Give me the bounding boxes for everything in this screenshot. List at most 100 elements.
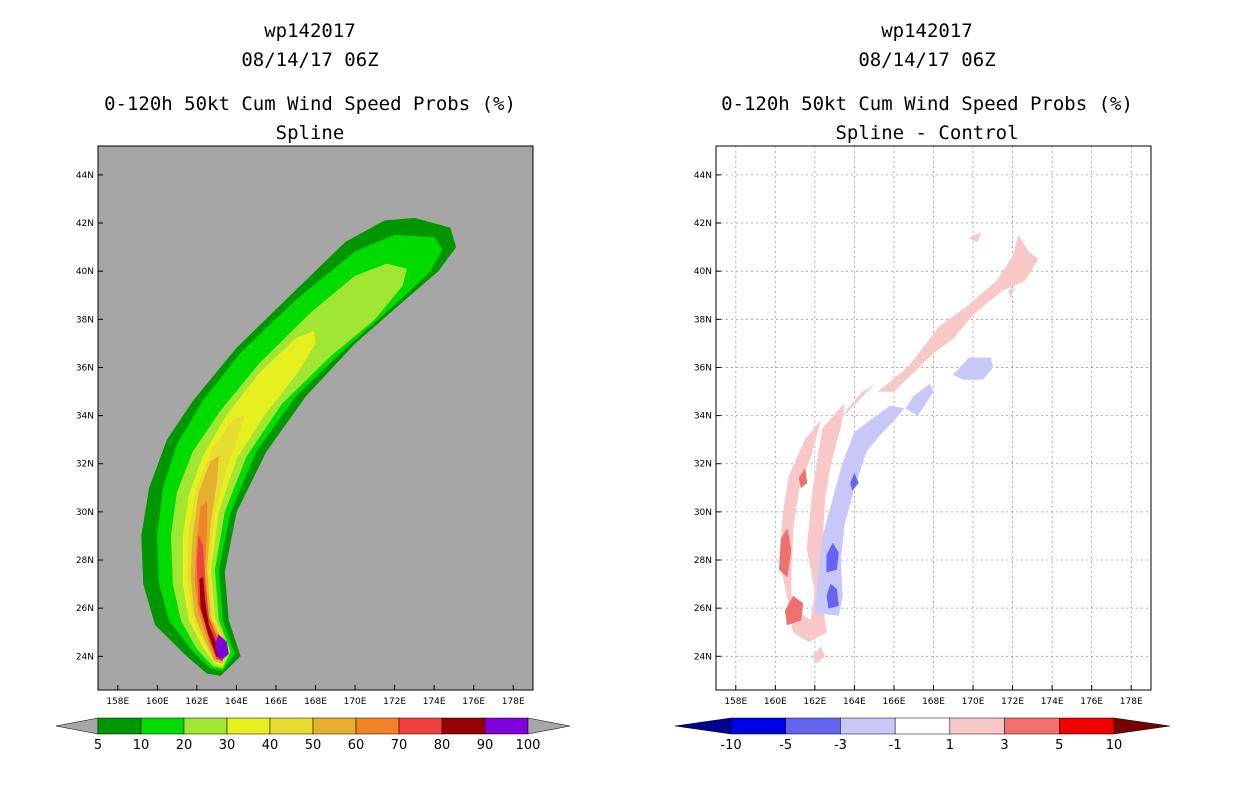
y-tick-label: 26N bbox=[694, 604, 712, 614]
x-tick-label: 176E bbox=[1080, 697, 1103, 707]
left-title-storm-id: wp142017 bbox=[264, 20, 356, 42]
colorbar-label: 20 bbox=[176, 738, 193, 753]
y-tick-label: 24N bbox=[76, 652, 94, 662]
colorbar-swatch bbox=[894, 717, 951, 735]
colorbar-label: 90 bbox=[477, 738, 494, 753]
colorbar-label: 5 bbox=[94, 738, 102, 753]
right-axis-ticks: 158E 160E 162E 164E 166E 168E 170E 172E 174E 176E… bbox=[694, 171, 1143, 707]
y-tick-label: 24N bbox=[694, 652, 712, 662]
colorbar-swatch bbox=[269, 717, 314, 735]
left-title-product: 0-120h 50kt Cum Wind Speed Probs (%) bbox=[104, 93, 516, 115]
colorbar-label: 10 bbox=[1106, 738, 1123, 753]
right-contours bbox=[779, 232, 1039, 664]
colorbar-swatch bbox=[183, 717, 228, 735]
colorbar-label: 40 bbox=[262, 738, 279, 753]
left-title-method: Spline bbox=[276, 122, 345, 144]
x-tick-label: 172E bbox=[383, 697, 406, 707]
x-tick-label: 174E bbox=[1041, 697, 1064, 707]
y-tick-label: 44N bbox=[76, 171, 94, 181]
colorbar-swatch bbox=[441, 717, 486, 735]
colorbar-swatch bbox=[226, 717, 271, 735]
contour-level-1-to-3 bbox=[834, 384, 875, 426]
right-title-storm-id: wp142017 bbox=[881, 20, 973, 42]
contour-level-70 bbox=[196, 535, 223, 662]
y-tick-label: 34N bbox=[694, 412, 712, 422]
x-tick-label: 164E bbox=[843, 697, 866, 707]
y-tick-label: 28N bbox=[694, 556, 712, 566]
x-tick-label: 170E bbox=[962, 697, 985, 707]
y-tick-label: 38N bbox=[76, 315, 94, 325]
colorbar-label: 60 bbox=[348, 738, 365, 753]
colorbar-swatch bbox=[398, 717, 443, 735]
contour-level-1-to-3 bbox=[779, 403, 845, 643]
colorbar-label: 10 bbox=[133, 738, 150, 753]
y-tick-label: 44N bbox=[694, 171, 712, 181]
left-colorbar: 5 10 20 30 40 50 60 70 80 90 100 bbox=[55, 717, 571, 753]
left-contours bbox=[141, 217, 457, 676]
colorbar-swatch bbox=[355, 717, 400, 735]
y-tick-label: 32N bbox=[694, 460, 712, 470]
y-tick-label: 36N bbox=[76, 363, 94, 373]
x-tick-label: 162E bbox=[185, 697, 208, 707]
colorbar-swatch bbox=[730, 717, 786, 735]
y-tick-label: 28N bbox=[76, 556, 94, 566]
colorbar-high-end bbox=[1113, 717, 1171, 735]
contour-level--3-to--1 bbox=[905, 384, 934, 416]
colorbar-low-end bbox=[674, 717, 732, 735]
y-tick-label: 30N bbox=[694, 508, 712, 518]
contour-level-1-to-3 bbox=[968, 232, 982, 243]
left-axis-ticks: 158E 160E 162E 164E 166E 168E 170E 172E 174E 176E… bbox=[76, 171, 525, 707]
y-tick-label: 26N bbox=[76, 604, 94, 614]
colorbar-swatch bbox=[484, 717, 529, 735]
contour-level-3-to-5 bbox=[798, 468, 808, 489]
probability-panel: wp142017 08/14/17 06Z 0-120h 50kt Cum Wi… bbox=[55, 20, 571, 753]
y-tick-label: 30N bbox=[76, 508, 94, 518]
colorbar-label: 3 bbox=[1000, 738, 1008, 753]
x-tick-label: 176E bbox=[462, 697, 485, 707]
colorbar-label: 30 bbox=[219, 738, 236, 753]
y-tick-label: 32N bbox=[76, 460, 94, 470]
difference-panel: wp142017 08/14/17 06Z 0-120h 50kt Cum Wi… bbox=[674, 20, 1171, 753]
contour-level-3-to-5 bbox=[779, 528, 792, 578]
colorbar-high-end bbox=[527, 717, 571, 735]
y-tick-label: 40N bbox=[694, 267, 712, 277]
x-tick-label: 178E bbox=[502, 697, 525, 707]
x-tick-label: 160E bbox=[764, 697, 787, 707]
y-tick-label: 42N bbox=[76, 219, 94, 229]
y-tick-label: 34N bbox=[76, 412, 94, 422]
colorbar-label: -5 bbox=[779, 738, 792, 753]
colorbar-label: -1 bbox=[889, 738, 902, 753]
x-tick-label: 168E bbox=[304, 697, 327, 707]
x-tick-label: 162E bbox=[803, 697, 826, 707]
contour-level-1-to-3 bbox=[1008, 287, 1015, 298]
colorbar-low-end bbox=[55, 717, 99, 735]
y-tick-label: 40N bbox=[76, 267, 94, 277]
contour-level-1-to-3 bbox=[877, 234, 1039, 392]
contour-level--5-to--3 bbox=[826, 542, 839, 573]
y-tick-label: 36N bbox=[694, 363, 712, 373]
x-tick-label: 172E bbox=[1001, 697, 1024, 707]
x-tick-label: 164E bbox=[225, 697, 248, 707]
colorbar-label: 70 bbox=[391, 738, 408, 753]
contour-level--3-to--1 bbox=[953, 357, 994, 380]
colorbar-swatch bbox=[312, 717, 357, 735]
y-tick-label: 38N bbox=[694, 315, 712, 325]
contour-level-1-to-3 bbox=[812, 646, 826, 664]
colorbar-swatch bbox=[1059, 717, 1115, 735]
x-tick-label: 174E bbox=[423, 697, 446, 707]
contour-level-3-to-5 bbox=[784, 595, 804, 626]
x-tick-label: 178E bbox=[1120, 697, 1143, 707]
contour-level-90 bbox=[215, 634, 229, 661]
colorbar-label: -10 bbox=[720, 738, 741, 753]
contour-level-80 bbox=[199, 576, 221, 659]
colorbar-swatch bbox=[140, 717, 185, 735]
contour-level--5-to--3 bbox=[850, 473, 859, 491]
right-title-method: Spline - Control bbox=[835, 122, 1018, 144]
colorbar-swatch bbox=[785, 717, 841, 735]
right-title-datetime: 08/14/17 06Z bbox=[858, 49, 995, 71]
right-title-product: 0-120h 50kt Cum Wind Speed Probs (%) bbox=[721, 93, 1133, 115]
colorbar-swatch bbox=[1004, 717, 1060, 735]
x-tick-label: 166E bbox=[265, 697, 288, 707]
colorbar-label: 1 bbox=[946, 738, 954, 753]
colorbar-swatch bbox=[97, 717, 142, 735]
